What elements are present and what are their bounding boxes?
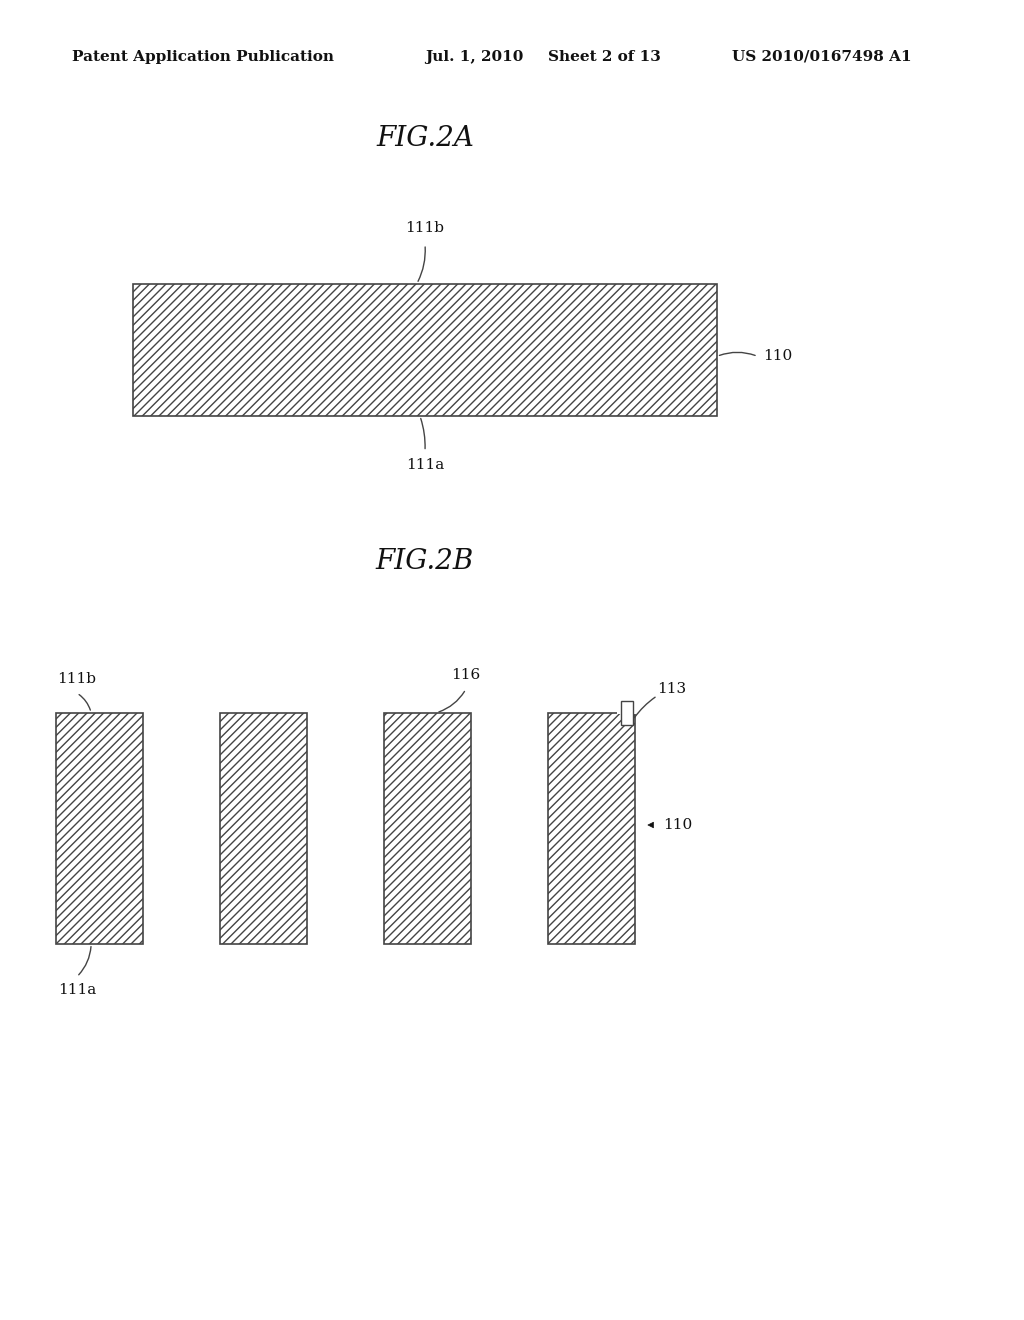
Text: Jul. 1, 2010: Jul. 1, 2010	[425, 50, 523, 63]
Bar	[621, 701, 633, 725]
Text: FIG.2B: FIG.2B	[376, 548, 474, 574]
Bar	[56, 713, 143, 944]
Bar	[220, 713, 307, 944]
Text: 110: 110	[664, 818, 693, 832]
Text: 110: 110	[763, 350, 793, 363]
Text: 111b: 111b	[406, 220, 444, 235]
Text: 113: 113	[657, 681, 686, 696]
Text: 111b: 111b	[57, 672, 96, 686]
Bar	[384, 713, 471, 944]
Text: Sheet 2 of 13: Sheet 2 of 13	[548, 50, 660, 63]
Text: 116: 116	[452, 668, 480, 682]
Bar	[548, 713, 635, 944]
Bar	[617, 710, 636, 714]
Text: Patent Application Publication: Patent Application Publication	[72, 50, 334, 63]
Text: 111a: 111a	[57, 983, 96, 998]
Text: US 2010/0167498 A1: US 2010/0167498 A1	[732, 50, 911, 63]
Text: 111a: 111a	[406, 458, 444, 473]
Bar	[133, 284, 717, 416]
Text: FIG.2A: FIG.2A	[376, 125, 474, 152]
